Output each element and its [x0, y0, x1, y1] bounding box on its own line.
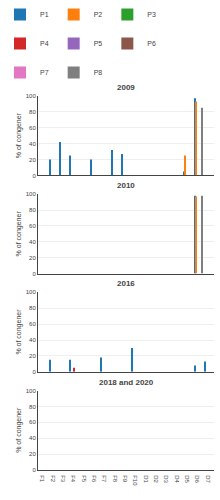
svg-text:80: 80 [29, 404, 36, 410]
svg-text:20: 20 [29, 353, 36, 359]
svg-text:F5: F5 [81, 475, 87, 483]
svg-text:F9: F9 [122, 475, 128, 483]
svg-text:F7: F7 [101, 475, 107, 483]
svg-text:% of congener: % of congener [15, 309, 23, 355]
svg-text:40: 40 [29, 337, 36, 343]
svg-text:20: 20 [29, 157, 36, 163]
svg-text:D5: D5 [184, 475, 190, 483]
svg-text:P2: P2 [94, 11, 103, 18]
svg-text:F3: F3 [60, 475, 66, 483]
svg-text:0: 0 [32, 369, 36, 375]
svg-text:60: 60 [29, 223, 36, 229]
svg-text:D7: D7 [205, 475, 211, 483]
svg-text:60: 60 [29, 419, 36, 425]
svg-text:100: 100 [26, 388, 37, 394]
svg-text:% of congener: % of congener [15, 211, 23, 257]
svg-text:40: 40 [29, 435, 36, 441]
svg-text:0: 0 [32, 271, 36, 277]
svg-text:100: 100 [26, 289, 37, 295]
svg-text:2009: 2009 [117, 83, 135, 92]
svg-text:F10: F10 [132, 475, 138, 486]
svg-text:F4: F4 [70, 475, 76, 483]
svg-text:D4: D4 [174, 475, 180, 483]
svg-text:P6: P6 [147, 40, 156, 47]
svg-text:D1: D1 [143, 475, 149, 483]
svg-text:0: 0 [32, 467, 36, 473]
svg-text:100: 100 [26, 93, 37, 99]
svg-text:60: 60 [29, 125, 36, 131]
svg-text:F2: F2 [50, 475, 56, 483]
svg-text:80: 80 [29, 207, 36, 213]
svg-text:40: 40 [29, 141, 36, 147]
svg-text:2018 and 2020: 2018 and 2020 [99, 378, 154, 387]
svg-text:F1: F1 [39, 475, 45, 483]
svg-text:2016: 2016 [117, 279, 135, 288]
svg-text:80: 80 [29, 305, 36, 311]
svg-text:D3: D3 [163, 475, 169, 483]
svg-text:20: 20 [29, 255, 36, 261]
svg-text:80: 80 [29, 109, 36, 115]
svg-text:D2: D2 [153, 475, 159, 483]
svg-text:60: 60 [29, 321, 36, 327]
svg-text:P3: P3 [147, 11, 156, 18]
svg-text:D6: D6 [194, 475, 200, 483]
svg-text:P7: P7 [40, 69, 49, 76]
svg-text:40: 40 [29, 239, 36, 245]
svg-text:P1: P1 [40, 11, 49, 18]
svg-text:20: 20 [29, 451, 36, 457]
svg-text:P8: P8 [94, 69, 103, 76]
svg-text:P4: P4 [40, 40, 49, 47]
svg-text:F6: F6 [91, 475, 97, 483]
svg-text:0: 0 [32, 173, 36, 179]
svg-text:100: 100 [26, 191, 37, 197]
svg-text:P5: P5 [94, 40, 103, 47]
svg-text:F8: F8 [112, 475, 118, 483]
svg-text:% of congener: % of congener [15, 112, 23, 158]
svg-text:% of congener: % of congener [15, 407, 23, 453]
svg-text:2010: 2010 [117, 181, 135, 190]
